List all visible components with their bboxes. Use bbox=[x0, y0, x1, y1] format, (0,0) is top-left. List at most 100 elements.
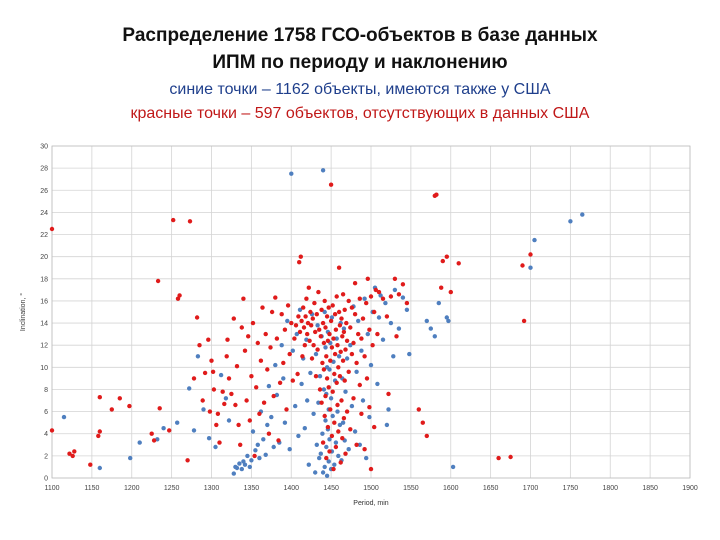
data-point-red bbox=[322, 413, 327, 419]
data-point-red bbox=[508, 454, 513, 460]
data-point-blue bbox=[364, 455, 369, 461]
data-point-red bbox=[97, 395, 103, 400]
data-point-blue bbox=[322, 464, 327, 470]
data-point-red bbox=[109, 407, 115, 412]
data-point-red bbox=[354, 442, 359, 447]
data-point-blue bbox=[305, 398, 310, 403]
data-point-blue bbox=[334, 336, 339, 341]
data-point-blue bbox=[316, 400, 321, 405]
data-point-blue bbox=[436, 300, 441, 306]
y-axis-label: Inclination, ° bbox=[19, 293, 27, 331]
data-point-red bbox=[332, 420, 337, 425]
data-point-red bbox=[226, 376, 232, 381]
data-point-red bbox=[317, 387, 323, 392]
data-point-red bbox=[329, 345, 335, 350]
data-point-red bbox=[277, 380, 283, 385]
data-point-blue bbox=[302, 426, 307, 431]
data-point-blue bbox=[343, 389, 348, 394]
data-point-red bbox=[364, 300, 369, 306]
data-point-red bbox=[315, 347, 320, 352]
data-point-blue bbox=[247, 464, 252, 470]
y-tick-label: 22 bbox=[40, 232, 48, 239]
data-point-red bbox=[313, 374, 319, 379]
data-point-blue bbox=[269, 414, 274, 420]
data-point-blue bbox=[313, 470, 318, 475]
data-point-red bbox=[88, 462, 93, 467]
data-point-blue bbox=[257, 455, 262, 461]
data-point-red bbox=[400, 282, 406, 287]
chart-points bbox=[49, 168, 585, 478]
data-point-red bbox=[373, 287, 378, 293]
data-point-blue bbox=[432, 334, 437, 339]
data-point-red bbox=[167, 428, 172, 433]
data-point-red bbox=[360, 316, 366, 321]
data-point-blue bbox=[327, 367, 332, 372]
data-point-blue bbox=[287, 447, 292, 452]
x-tick-label: 1500 bbox=[363, 485, 379, 492]
data-point-blue bbox=[187, 386, 192, 391]
legend-red-description: красные точки – 597 объектов, отсутствую… bbox=[130, 105, 590, 122]
data-point-red bbox=[349, 351, 355, 357]
data-point-red bbox=[155, 278, 161, 284]
data-point-red bbox=[328, 358, 333, 363]
y-tick-label: 20 bbox=[40, 254, 48, 261]
data-point-red bbox=[271, 393, 276, 399]
data-point-red bbox=[67, 451, 72, 456]
data-point-red bbox=[323, 393, 328, 399]
data-point-red bbox=[299, 318, 304, 324]
data-point-red bbox=[439, 285, 444, 290]
data-point-red bbox=[456, 261, 461, 266]
data-point-red bbox=[257, 411, 262, 416]
x-tick-label: 1700 bbox=[523, 485, 539, 492]
data-point-blue bbox=[340, 420, 346, 425]
data-point-red bbox=[368, 466, 374, 472]
data-point-red bbox=[307, 338, 312, 343]
data-point-red bbox=[364, 376, 370, 381]
data-point-red bbox=[236, 422, 241, 428]
data-point-red bbox=[207, 409, 213, 414]
data-point-red bbox=[266, 431, 272, 436]
data-point-blue bbox=[360, 398, 366, 403]
data-point-red bbox=[448, 289, 453, 295]
data-point-red bbox=[249, 374, 254, 379]
data-point-blue bbox=[308, 370, 313, 376]
data-point-blue bbox=[359, 348, 364, 353]
data-point-red bbox=[331, 466, 336, 472]
data-point-red bbox=[222, 401, 227, 407]
data-point-red bbox=[372, 424, 377, 430]
data-point-red bbox=[365, 276, 370, 281]
plot-area-border bbox=[51, 145, 691, 479]
data-point-red bbox=[241, 296, 246, 301]
data-point-red bbox=[328, 182, 334, 187]
data-point-blue bbox=[352, 429, 358, 434]
data-point-blue bbox=[318, 451, 323, 456]
data-point-red bbox=[297, 260, 302, 265]
data-point-red bbox=[338, 349, 343, 354]
data-point-red bbox=[255, 340, 260, 346]
data-point-blue bbox=[368, 362, 374, 368]
data-point-blue bbox=[226, 418, 232, 423]
data-point-red bbox=[312, 300, 317, 306]
data-point-blue bbox=[289, 171, 294, 176]
data-point-red bbox=[404, 300, 410, 306]
data-point-red bbox=[370, 343, 375, 348]
data-point-red bbox=[260, 305, 265, 310]
data-point-red bbox=[333, 327, 339, 332]
data-point-red bbox=[250, 320, 256, 326]
data-point-red bbox=[301, 325, 307, 330]
data-point-blue bbox=[297, 307, 303, 312]
data-point-red bbox=[336, 309, 342, 315]
data-point-blue bbox=[242, 462, 248, 467]
data-point-blue bbox=[407, 351, 412, 357]
data-point-blue bbox=[400, 295, 406, 300]
data-point-red bbox=[341, 329, 347, 335]
data-point-red bbox=[229, 391, 234, 397]
data-point-red bbox=[117, 396, 123, 401]
data-point-blue bbox=[532, 237, 537, 243]
data-point-blue bbox=[323, 345, 328, 350]
data-point-red bbox=[157, 406, 162, 411]
data-point-blue bbox=[356, 318, 361, 324]
data-point-red bbox=[202, 370, 208, 376]
data-point-red bbox=[386, 391, 391, 397]
